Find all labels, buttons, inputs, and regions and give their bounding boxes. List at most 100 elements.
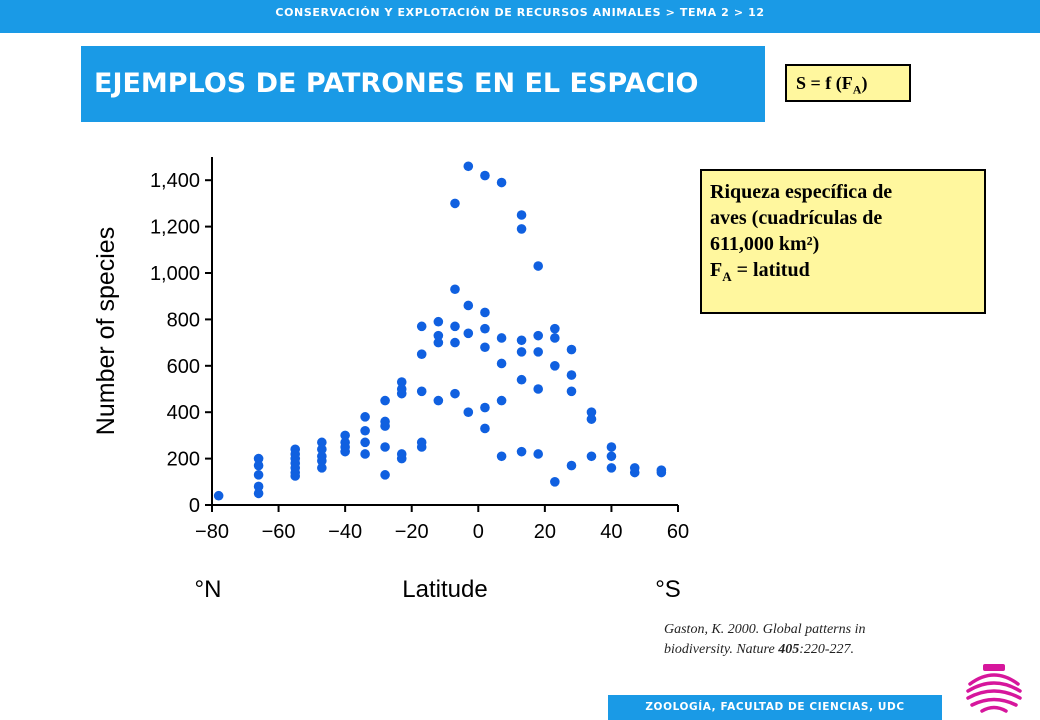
data-point <box>340 430 350 441</box>
data-point <box>463 328 474 339</box>
data-point <box>396 388 407 399</box>
data-point <box>360 412 370 422</box>
data-point <box>516 347 527 357</box>
y-tick-label: 400 <box>167 402 200 424</box>
data-point <box>480 323 490 334</box>
data-point <box>433 395 444 406</box>
data-point <box>380 395 390 406</box>
data-point <box>566 460 577 471</box>
x-tick-label: 0 <box>473 521 484 543</box>
info-box: Riqueza específica de aves (cuadrículas … <box>700 169 986 314</box>
university-seal-icon <box>966 664 1022 713</box>
data-point <box>629 467 640 478</box>
data-point <box>480 170 490 181</box>
data-point <box>516 335 527 346</box>
formula-suffix: ) <box>861 73 868 93</box>
data-point <box>606 463 617 473</box>
data-point <box>450 388 460 399</box>
data-point <box>550 333 560 343</box>
formula-box: S = f (FA) <box>785 64 911 102</box>
data-point <box>416 349 427 359</box>
data-point <box>516 210 527 220</box>
data-point <box>380 470 390 480</box>
info-line-4-sub: A <box>722 269 732 284</box>
data-point <box>496 395 507 406</box>
info-line-1: Riqueza específica de <box>710 181 893 203</box>
data-point <box>586 451 597 462</box>
data-point <box>496 177 507 188</box>
data-point <box>550 361 560 371</box>
y-tick-label: 800 <box>167 309 200 331</box>
y-tick-label: 200 <box>167 449 200 471</box>
data-point <box>566 344 577 355</box>
data-point <box>450 321 460 332</box>
y-tick-label: 1,400 <box>150 170 200 192</box>
data-point <box>290 471 301 481</box>
breadcrumb: CONSERVACIÓN Y EXPLOTACIÓN DE RECURSOS A… <box>275 6 765 19</box>
data-point <box>586 414 597 424</box>
y-tick-label: 1,200 <box>150 217 200 239</box>
data-point <box>396 453 407 464</box>
data-point <box>516 446 527 457</box>
x-tick-label: 20 <box>534 521 556 543</box>
data-point <box>450 284 460 295</box>
data-point <box>360 449 370 459</box>
data-point <box>463 407 474 418</box>
citation-suffix: :220-227. <box>799 642 855 657</box>
x-tick-label: −40 <box>328 521 362 543</box>
data-point <box>416 386 427 397</box>
data-point <box>586 407 597 418</box>
data-point <box>317 463 327 473</box>
data-point <box>463 300 474 311</box>
data-point <box>360 425 370 436</box>
footer-label: ZOOLOGÍA, FACULTAD DE CIENCIAS, UDC <box>645 701 905 713</box>
data-point <box>533 261 543 271</box>
data-point <box>480 423 490 434</box>
citation: Gaston, K. 2000. Global patterns in biod… <box>664 620 934 660</box>
data-point <box>253 460 264 471</box>
data-point <box>433 316 444 327</box>
info-line-2: aves (cuadrículas de <box>710 207 883 229</box>
y-tick-label: 1,000 <box>150 263 200 285</box>
data-point <box>533 347 543 357</box>
x-axis-north-note: °N <box>195 576 222 603</box>
x-axis-label: Latitude <box>402 576 487 603</box>
info-line-4: FA = latitud <box>710 257 978 290</box>
citation-prefix: Gaston, K. 2000. Global patterns in biod… <box>664 622 866 657</box>
data-point <box>416 442 427 452</box>
data-point <box>317 444 327 455</box>
data-point <box>496 451 507 462</box>
data-point <box>317 456 327 466</box>
data-point <box>566 386 577 397</box>
data-point <box>533 384 543 394</box>
data-point <box>340 446 350 457</box>
data-point <box>516 374 527 385</box>
x-tick-label: −60 <box>262 521 296 543</box>
data-point <box>317 437 327 448</box>
data-point <box>380 421 390 431</box>
data-point <box>433 330 444 341</box>
data-point <box>533 330 543 341</box>
data-point <box>516 224 527 234</box>
data-point <box>496 358 507 369</box>
citation-volume: 405 <box>778 642 800 657</box>
x-tick-label: −80 <box>195 521 229 543</box>
data-point <box>253 470 264 480</box>
data-point <box>550 477 560 487</box>
data-point <box>606 442 617 452</box>
footer-bar: ZOOLOGÍA, FACULTAD DE CIENCIAS, UDC <box>608 695 942 720</box>
formula-sub: A <box>852 82 862 97</box>
data-point <box>463 161 474 172</box>
data-point <box>450 198 460 209</box>
data-point <box>253 488 264 499</box>
data-point <box>606 451 617 462</box>
data-point <box>253 453 264 464</box>
data-point <box>480 307 490 318</box>
page-title: EJEMPLOS DE PATRONES EN EL ESPACIO <box>94 68 699 99</box>
title-box: EJEMPLOS DE PATRONES EN EL ESPACIO <box>81 46 765 122</box>
x-tick-label: 40 <box>600 521 622 543</box>
data-point <box>566 370 577 380</box>
x-tick-label: 60 <box>667 521 689 543</box>
y-axis-label: Number of species <box>92 227 120 435</box>
